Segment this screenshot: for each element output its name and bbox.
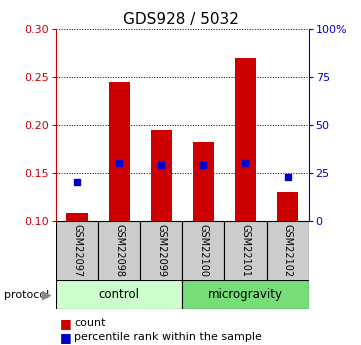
- Bar: [225, 221, 266, 281]
- Text: percentile rank within the sample: percentile rank within the sample: [74, 333, 262, 342]
- Text: control: control: [99, 288, 140, 301]
- Bar: [56, 280, 182, 309]
- Bar: [235, 58, 256, 221]
- Text: GSM22101: GSM22101: [240, 225, 251, 277]
- Bar: [109, 82, 130, 221]
- Text: protocol: protocol: [4, 290, 49, 299]
- Bar: [266, 221, 309, 281]
- Text: GSM22100: GSM22100: [198, 225, 208, 277]
- Bar: [98, 221, 140, 281]
- Bar: [66, 213, 87, 221]
- Text: GDS928 / 5032: GDS928 / 5032: [123, 12, 238, 27]
- Bar: [182, 221, 225, 281]
- Text: ■: ■: [60, 331, 71, 344]
- Bar: [277, 192, 298, 221]
- Bar: [140, 221, 182, 281]
- Bar: [151, 130, 172, 221]
- Text: ■: ■: [60, 317, 71, 330]
- Text: count: count: [74, 318, 105, 328]
- Bar: [56, 221, 98, 281]
- Text: GSM22097: GSM22097: [72, 225, 82, 277]
- Text: microgravity: microgravity: [208, 288, 283, 301]
- Text: GSM22102: GSM22102: [283, 225, 293, 277]
- Text: ▶: ▶: [42, 288, 52, 301]
- Bar: [193, 142, 214, 221]
- Bar: [182, 280, 309, 309]
- Text: GSM22099: GSM22099: [156, 225, 166, 277]
- Text: GSM22098: GSM22098: [114, 225, 124, 277]
